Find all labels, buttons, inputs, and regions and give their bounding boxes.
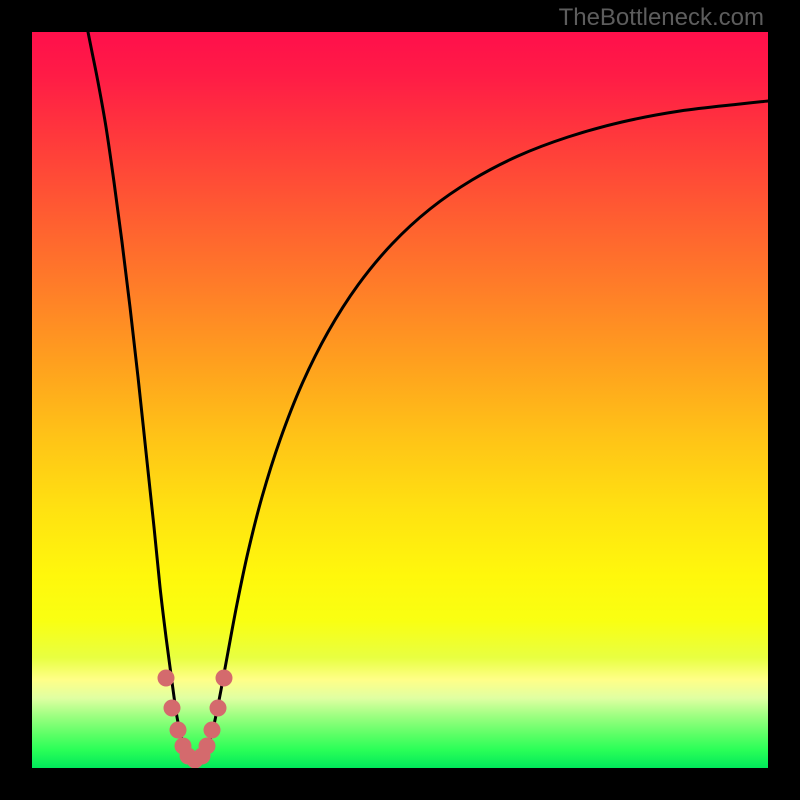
watermark-text: TheBottleneck.com [559,4,764,32]
data-point-dot [199,738,216,755]
data-point-dot [216,670,233,687]
plot-area [32,32,768,768]
data-point-dot [170,722,187,739]
data-point-dot [164,700,181,717]
data-point-dot [158,670,175,687]
data-point-dot [210,700,227,717]
curve-layer [32,32,768,768]
data-point-dot [204,722,221,739]
chart-frame: TheBottleneck.com [0,0,800,800]
bottleneck-curve [88,32,768,763]
